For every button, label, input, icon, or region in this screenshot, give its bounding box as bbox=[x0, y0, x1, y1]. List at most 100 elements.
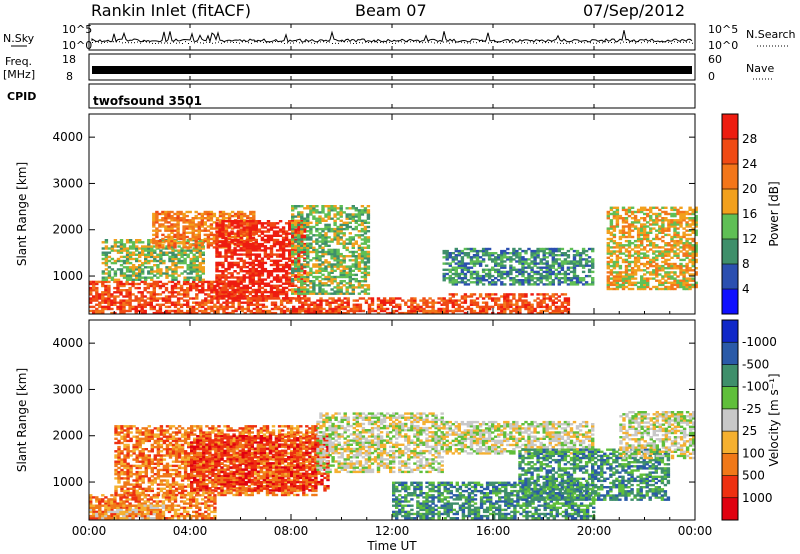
heatmap-cell bbox=[646, 231, 650, 234]
heatmap-cell bbox=[407, 311, 411, 315]
heatmap-cell bbox=[104, 272, 109, 275]
heatmap-cell bbox=[337, 297, 341, 300]
nsearch-trace-dot bbox=[209, 41, 210, 43]
heatmap-cell bbox=[185, 225, 189, 228]
heatmap-cell bbox=[242, 284, 246, 287]
heatmap-cell bbox=[297, 244, 301, 247]
heatmap-cell bbox=[222, 305, 226, 309]
heatmap-cell bbox=[360, 280, 365, 283]
heatmap-cell bbox=[515, 256, 519, 259]
heatmap-cell bbox=[584, 249, 589, 253]
heatmap-cell bbox=[612, 287, 617, 291]
heatmap-cell bbox=[366, 284, 371, 287]
heatmap-cell bbox=[284, 230, 289, 233]
heatmap-cell bbox=[119, 251, 124, 254]
nsearch-trace-dot bbox=[95, 41, 96, 43]
heatmap-cell bbox=[506, 256, 510, 259]
heatmap-cell bbox=[294, 269, 298, 272]
heatmap-cell bbox=[591, 249, 595, 253]
heatmap-cell bbox=[138, 255, 142, 259]
heatmap-cell bbox=[176, 309, 181, 313]
heatmap-cell bbox=[627, 246, 632, 249]
heatmap-cell bbox=[263, 284, 268, 287]
heatmap-cell bbox=[530, 274, 534, 278]
heatmap-cell bbox=[215, 267, 219, 271]
nsearch-trace-dot bbox=[410, 41, 411, 43]
heatmap-cell bbox=[119, 311, 123, 315]
heatmap-cell bbox=[131, 245, 136, 248]
heatmap-cell bbox=[288, 224, 292, 227]
heatmap-cell bbox=[475, 297, 480, 300]
heatmap-cell bbox=[633, 219, 638, 222]
heatmap-cell bbox=[330, 277, 334, 281]
heatmap-cell bbox=[291, 288, 295, 291]
heatmap-cell bbox=[348, 292, 352, 295]
heatmap-cell bbox=[167, 214, 171, 218]
heatmap-cell bbox=[454, 266, 458, 269]
heatmap-cell bbox=[228, 286, 232, 290]
heatmap-cell bbox=[694, 229, 698, 232]
heatmap-cell bbox=[156, 253, 160, 256]
heatmap-cell bbox=[484, 311, 489, 315]
heatmap-cell bbox=[165, 274, 169, 277]
heatmap-cell bbox=[536, 254, 540, 257]
heatmap-cell bbox=[164, 289, 169, 292]
heatmap-cell bbox=[263, 267, 268, 271]
heatmap-cell bbox=[221, 240, 225, 244]
heatmap-cell bbox=[198, 264, 202, 267]
heatmap-cell bbox=[213, 297, 217, 300]
heatmap-cell bbox=[134, 299, 138, 302]
heatmap-cell bbox=[246, 297, 250, 300]
heatmap-cell bbox=[661, 264, 665, 268]
heatmap-cell bbox=[670, 225, 674, 228]
heatmap-cell bbox=[122, 243, 127, 246]
heatmap-cell bbox=[325, 311, 329, 315]
heatmap-cell bbox=[257, 263, 262, 267]
heatmap-cell bbox=[122, 249, 127, 252]
heatmap-cell bbox=[363, 265, 368, 268]
heatmap-cell bbox=[336, 292, 340, 295]
heatmap-cell bbox=[351, 255, 355, 258]
heatmap-cell bbox=[152, 297, 156, 300]
nsearch-trace-dot bbox=[137, 41, 138, 43]
nave-label: Nave bbox=[746, 62, 774, 75]
heatmap-cell bbox=[144, 245, 148, 248]
nsearch-trace-dot bbox=[416, 41, 417, 43]
heatmap-cell bbox=[239, 270, 243, 273]
heatmap-cell bbox=[621, 244, 626, 247]
heatmap-cell bbox=[366, 288, 371, 291]
heatmap-cell bbox=[248, 282, 252, 285]
heatmap-cell bbox=[98, 303, 102, 306]
heatmap-cell bbox=[363, 207, 368, 210]
heatmap-cell bbox=[173, 305, 178, 309]
heatmap-cell bbox=[128, 251, 133, 254]
heatmap-cell bbox=[318, 259, 322, 262]
heatmap-cell bbox=[491, 274, 495, 278]
heatmap-cell bbox=[679, 273, 683, 276]
heatmap-cell bbox=[330, 275, 334, 279]
heatmap-cell bbox=[428, 311, 432, 315]
heatmap-cell bbox=[606, 252, 610, 255]
heatmap-cell bbox=[251, 259, 255, 262]
heatmap-cell bbox=[260, 249, 265, 252]
heatmap-cell bbox=[185, 231, 189, 234]
heatmap-cell bbox=[294, 267, 298, 271]
heatmap-cell bbox=[646, 214, 650, 218]
heatmap-cell bbox=[119, 249, 124, 252]
heatmap-cell bbox=[670, 246, 674, 249]
heatmap-cell bbox=[225, 311, 229, 315]
heatmap-cell bbox=[398, 303, 402, 306]
heatmap-cell bbox=[122, 311, 126, 315]
heatmap-cell bbox=[463, 297, 468, 300]
heatmap-cell bbox=[237, 212, 241, 216]
heatmap-cell bbox=[186, 276, 190, 279]
heatmap-cell bbox=[288, 228, 292, 231]
heatmap-cell bbox=[310, 301, 314, 304]
heatmap-cell bbox=[515, 268, 519, 271]
nsearch-trace-dot bbox=[203, 42, 204, 44]
heatmap-cell bbox=[627, 233, 632, 237]
heatmap-cell bbox=[518, 311, 522, 315]
heatmap-cell bbox=[239, 257, 243, 260]
heatmap-cell bbox=[312, 209, 316, 212]
heatmap-cell bbox=[658, 267, 662, 270]
